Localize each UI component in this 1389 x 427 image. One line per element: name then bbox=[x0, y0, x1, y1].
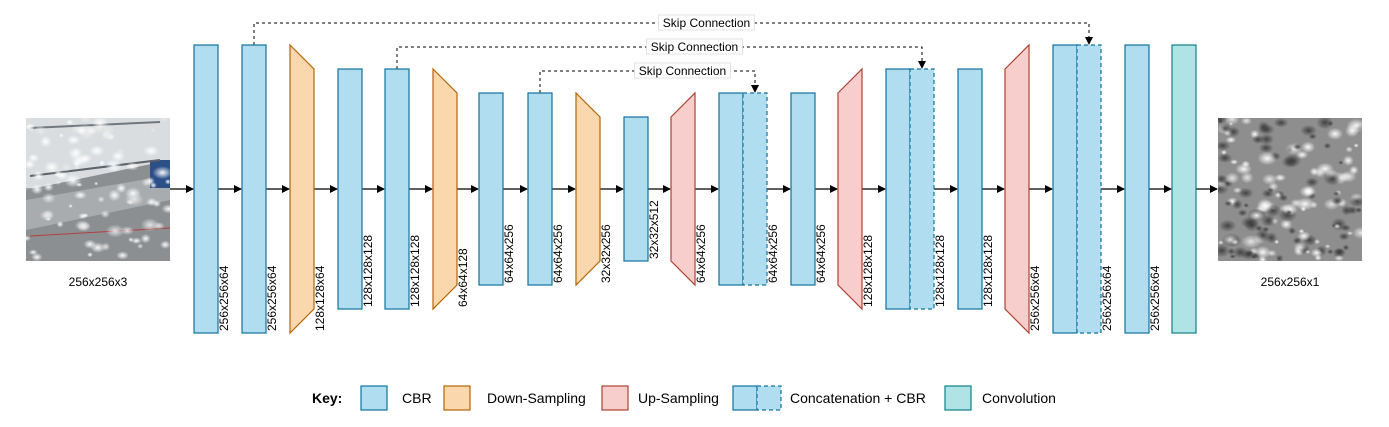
key-swatch-up-sampling bbox=[601, 385, 629, 411]
skip-connection-label: Skip Connection bbox=[663, 16, 750, 30]
key-swatch-cbr bbox=[360, 385, 388, 411]
block-13-cbr: 64x64x256 bbox=[790, 92, 828, 286]
skip-connection-1: Skip Connection bbox=[253, 14, 1093, 45]
block-17-up: 256x256x64 bbox=[1004, 43, 1042, 335]
skip-connection-line bbox=[539, 70, 759, 93]
key-legend: Key: CBR Down-Sampling Up-Sampling Conca… bbox=[312, 385, 1056, 411]
concat-block-solid bbox=[718, 92, 744, 286]
key-label-down-sampling: Down-Sampling bbox=[487, 390, 586, 406]
block-12-concat: 64x64x256 bbox=[718, 92, 780, 286]
up-sampling-block bbox=[837, 67, 863, 311]
cbr-block bbox=[384, 68, 410, 310]
block-1-cbr: 256x256x64 bbox=[193, 44, 231, 334]
block-dimension-label: 256x256x64 bbox=[1148, 265, 1162, 331]
block-dimension-label: 128x128x128 bbox=[933, 235, 947, 307]
key-title: Key: bbox=[312, 390, 342, 406]
concat-block-dashed bbox=[742, 92, 768, 286]
block-4-cbr: 128x128x128 bbox=[337, 68, 375, 310]
block-2-cbr: 256x256x64 bbox=[241, 44, 279, 334]
block-8-cbr: 64x64x256 bbox=[527, 92, 565, 286]
skip-connection-label-box bbox=[634, 62, 731, 79]
block-19-cbr: 256x256x64 bbox=[1124, 44, 1162, 334]
block-15-concat: 128x128x128 bbox=[885, 68, 947, 310]
block-dimension-label: 64x64x256 bbox=[551, 224, 565, 283]
block-20-conv bbox=[1171, 44, 1197, 334]
cbr-block bbox=[790, 92, 816, 286]
network-blocks: 256x256x64 256x256x64 128x128x64 128x128x12… bbox=[193, 43, 1197, 335]
concat-block-solid bbox=[1052, 44, 1078, 334]
cbr-block bbox=[527, 92, 553, 286]
block-9-down: 32x32x256 bbox=[575, 91, 613, 287]
block-14-up: 128x128x128 bbox=[837, 67, 875, 311]
input-image bbox=[26, 118, 170, 261]
key-swatch-concat-solid bbox=[732, 385, 758, 411]
block-5-cbr: 128x128x128 bbox=[384, 68, 422, 310]
input-image-label: 256x256x3 bbox=[69, 275, 128, 289]
concat-block-dashed bbox=[1076, 44, 1102, 334]
skip-connection-label-box bbox=[658, 14, 755, 31]
cbr-block bbox=[1124, 44, 1150, 334]
cbr-block bbox=[337, 68, 363, 310]
block-dimension-label: 32x32x512 bbox=[647, 200, 661, 259]
up-sampling-block bbox=[1004, 43, 1030, 335]
block-dimension-label: 256x256x64 bbox=[265, 265, 279, 331]
block-dimension-label: 128x128x128 bbox=[861, 235, 875, 307]
skip-connection-3: Skip Connection bbox=[539, 62, 759, 93]
cbr-block bbox=[478, 92, 504, 286]
key-swatch-convolution bbox=[944, 385, 972, 411]
down-sampling-block bbox=[575, 91, 601, 287]
block-dimension-label: 64x64x256 bbox=[502, 224, 516, 283]
block-dimension-label: 256x256x64 bbox=[1028, 265, 1042, 331]
skip-connections: Skip Connection Skip Connection Skip Conne… bbox=[253, 14, 1093, 93]
concat-block-solid bbox=[885, 68, 911, 310]
key-swatch-concat-dashed bbox=[756, 385, 782, 411]
skip-connection-2: Skip Connection bbox=[396, 38, 926, 69]
block-dimension-label: 128x128x64 bbox=[313, 265, 327, 331]
block-dimension-label: 64x64x256 bbox=[766, 224, 780, 283]
key-label-up-sampling: Up-Sampling bbox=[638, 390, 719, 406]
cbr-block bbox=[623, 116, 649, 262]
skip-connection-label-box bbox=[646, 38, 743, 55]
block-11-up: 64x64x256 bbox=[670, 91, 708, 287]
block-dimension-label: 128x128x128 bbox=[981, 235, 995, 307]
skip-connection-label: Skip Connection bbox=[639, 64, 726, 78]
block-dimension-label: 128x128x128 bbox=[361, 235, 375, 307]
cbr-block bbox=[241, 44, 267, 334]
block-dimension-label: 64x64x256 bbox=[814, 224, 828, 283]
cbr-block bbox=[193, 44, 219, 334]
output-image-label: 256x256x1 bbox=[1261, 275, 1320, 289]
output-image bbox=[1218, 118, 1362, 261]
down-sampling-block bbox=[432, 67, 458, 311]
block-dimension-label: 64x64x128 bbox=[456, 248, 470, 307]
block-18-concat: 256x256x64 bbox=[1052, 44, 1114, 334]
block-dimension-label: 128x128x128 bbox=[408, 235, 422, 307]
block-3-down: 128x128x64 bbox=[289, 43, 327, 335]
block-7-cbr: 64x64x256 bbox=[478, 92, 516, 286]
down-sampling-block bbox=[289, 43, 315, 335]
up-sampling-block bbox=[670, 91, 696, 287]
key-label-concatenation-cbr: Concatenation + CBR bbox=[790, 390, 926, 406]
cbr-block bbox=[957, 68, 983, 310]
block-dimension-label: 256x256x64 bbox=[217, 265, 231, 331]
block-dimension-label: 32x32x256 bbox=[599, 224, 613, 283]
skip-connection-label: Skip Connection bbox=[651, 40, 738, 54]
key-label-convolution: Convolution bbox=[982, 390, 1056, 406]
block-10-cbr: 32x32x512 bbox=[623, 116, 661, 262]
key-label-cbr: CBR bbox=[402, 390, 432, 406]
convolution-block bbox=[1171, 44, 1197, 334]
block-16-cbr: 128x128x128 bbox=[957, 68, 995, 310]
block-dimension-label: 256x256x64 bbox=[1100, 265, 1114, 331]
block-dimension-label: 64x64x256 bbox=[694, 224, 708, 283]
concat-block-dashed bbox=[909, 68, 935, 310]
block-6-down: 64x64x128 bbox=[432, 67, 470, 311]
key-swatch-down-sampling bbox=[443, 385, 471, 411]
